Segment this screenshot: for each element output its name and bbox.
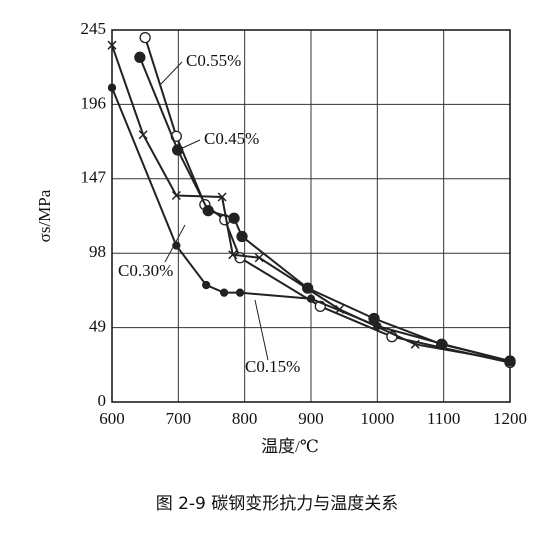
marker bbox=[236, 230, 248, 243]
y-tick-label: 0 bbox=[98, 391, 107, 410]
x-tick-label: 700 bbox=[166, 409, 192, 428]
marker bbox=[139, 31, 151, 44]
y-tick-label: 196 bbox=[81, 93, 107, 112]
marker bbox=[134, 51, 146, 63]
x-tick-label: 1000 bbox=[360, 409, 394, 428]
marker bbox=[202, 280, 211, 290]
y-axis-label: σs/MPa bbox=[35, 189, 54, 242]
annotation: C0.30% bbox=[118, 261, 173, 280]
caption: 图 2-9 碳钢变形抗力与温度关系 bbox=[156, 494, 399, 514]
y-tick-label: 49 bbox=[89, 317, 106, 336]
marker bbox=[439, 340, 448, 349]
marker bbox=[138, 130, 148, 140]
marker bbox=[171, 190, 181, 201]
series-line bbox=[138, 56, 511, 362]
x-tick-label: 1200 bbox=[493, 409, 527, 428]
marker bbox=[107, 83, 117, 92]
annotation: C0.45% bbox=[204, 129, 259, 148]
annotation: C0.55% bbox=[186, 51, 241, 70]
series-line bbox=[144, 37, 511, 364]
marker bbox=[217, 192, 227, 202]
marker bbox=[219, 288, 229, 297]
marker bbox=[373, 321, 382, 331]
marker bbox=[202, 205, 214, 217]
y-tick-label: 147 bbox=[81, 168, 107, 187]
marker bbox=[228, 250, 238, 260]
annotation: C0.15% bbox=[245, 357, 300, 376]
marker bbox=[306, 294, 316, 303]
x-tick-label: 900 bbox=[298, 409, 324, 428]
y-tick-label: 245 bbox=[81, 19, 107, 38]
marker bbox=[107, 40, 117, 50]
x-tick-label: 1100 bbox=[427, 409, 460, 428]
y-tick-label: 98 bbox=[89, 242, 106, 261]
marker bbox=[254, 253, 264, 263]
marker bbox=[228, 212, 240, 224]
plot-frame bbox=[111, 29, 511, 403]
marker bbox=[172, 144, 184, 156]
marker bbox=[172, 241, 181, 250]
x-tick-label: 800 bbox=[232, 409, 258, 428]
marker bbox=[505, 356, 515, 366]
marker bbox=[235, 288, 245, 297]
x-tick-label: 600 bbox=[99, 409, 125, 428]
marker bbox=[410, 339, 420, 349]
x-axis-label: 温度/℃ bbox=[261, 437, 319, 456]
marker bbox=[368, 312, 380, 325]
